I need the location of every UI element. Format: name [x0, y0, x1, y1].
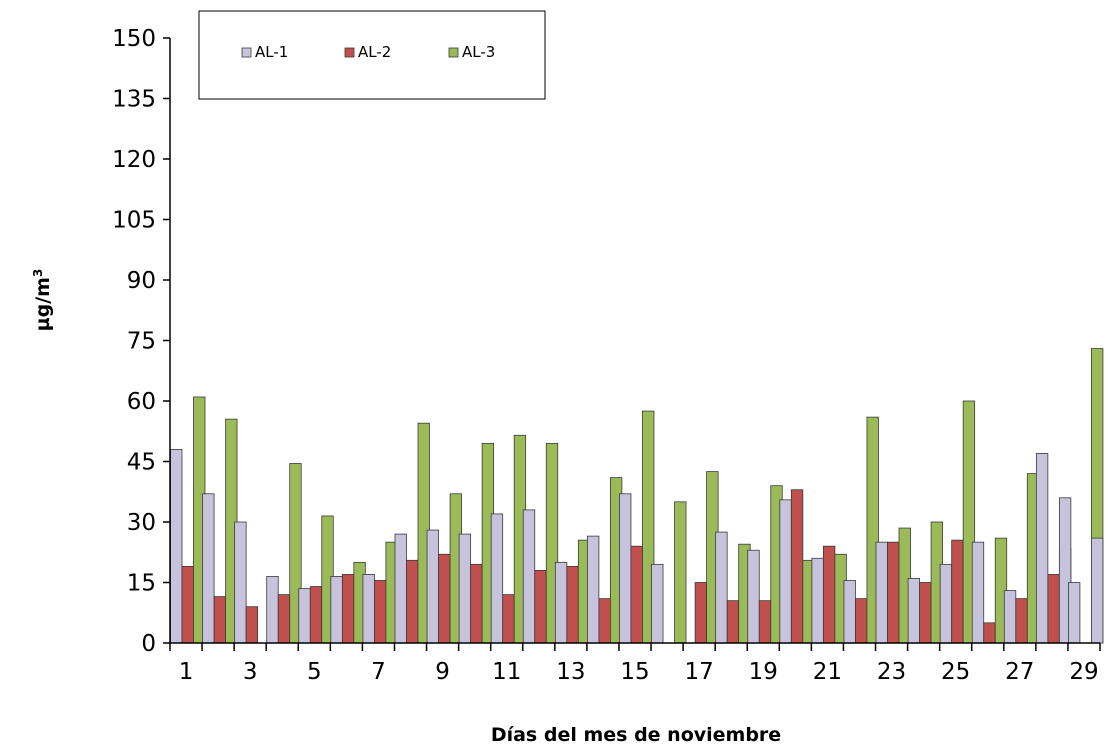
x-tick-label-15: 15	[620, 659, 649, 685]
bar-day-28-series-1	[1035, 453, 1049, 644]
bar-day-5-series-2	[309, 586, 323, 644]
bar-day-12-series-1	[522, 509, 536, 644]
x-tick-label-5: 5	[307, 659, 322, 685]
y-tick-label-15: 15	[127, 571, 156, 597]
legend-label-3: AL-3	[462, 43, 495, 61]
bar-day-24-series-2	[919, 582, 932, 644]
bar-day-29-series-1	[1068, 582, 1081, 644]
bar-day-21-series-2	[822, 545, 836, 644]
bar-day-24-series-1	[907, 578, 920, 644]
x-tick-label-17: 17	[684, 659, 713, 685]
bar-day-18-series-1	[715, 531, 728, 644]
bar-day-19-series-2	[758, 600, 772, 644]
bar-day-22-series-1	[843, 580, 856, 644]
bar-day-14-series-1	[586, 535, 600, 644]
bar-day-15-series-1	[619, 493, 632, 644]
bar-day-11-series-1	[490, 513, 504, 644]
x-tick-label-19: 19	[749, 659, 778, 685]
legend-label-1: AL-1	[255, 43, 288, 61]
legend-swatch-1	[241, 47, 252, 58]
y-tick-label-135: 135	[112, 87, 156, 113]
bar-day-17-series-2	[694, 582, 708, 644]
y-tick-label-30: 30	[127, 510, 156, 536]
bar-day-23-series-1	[875, 541, 888, 644]
y-tick-label-120: 120	[112, 147, 156, 173]
bar-day-5-series-1	[298, 588, 311, 644]
bar-day-27-series-1	[1003, 590, 1017, 644]
bar-day-1-series-2	[181, 565, 194, 644]
legend-box	[198, 10, 546, 100]
bar-day-23-series-2	[887, 541, 900, 644]
bar-day-1-series-1	[170, 448, 183, 644]
bar-day-14-series-2	[598, 598, 611, 644]
x-tick-label-1: 1	[179, 659, 194, 685]
legend-swatch-2	[344, 47, 355, 58]
bar-day-9-series-1	[426, 529, 439, 644]
x-tick-label-13: 13	[556, 659, 585, 685]
bar-day-9-series-2	[438, 553, 451, 644]
bar-day-7-series-1	[362, 574, 375, 644]
bar-day-11-series-2	[502, 594, 515, 644]
bar-day-20-series-1	[779, 499, 792, 644]
bar-day-3-series-1	[234, 521, 247, 644]
y-tick-label-60: 60	[127, 389, 156, 415]
bar-day-27-series-2	[1015, 598, 1028, 644]
y-axis-title: µg/m3	[31, 269, 54, 332]
legend-label-2: AL-2	[358, 43, 391, 61]
bar-day-16-series-3	[674, 501, 687, 644]
x-tick-label-25: 25	[941, 659, 970, 685]
bar-day-8-series-1	[394, 533, 407, 644]
bar-day-4-series-2	[277, 594, 291, 644]
y-axis-title-superscript: 3	[31, 269, 45, 277]
bar-day-16-series-1	[651, 563, 664, 644]
bar-day-22-series-2	[855, 598, 868, 644]
bar-day-20-series-2	[790, 489, 804, 644]
bar-day-10-series-1	[458, 533, 472, 644]
legend-swatch-3	[448, 47, 459, 58]
x-tick-label-21: 21	[813, 659, 842, 685]
x-tick-label-11: 11	[492, 659, 521, 685]
bar-day-2-series-1	[202, 493, 215, 644]
y-axis-title-base: µg/m	[32, 277, 54, 331]
bars-group	[170, 348, 1104, 644]
bar-day-4-series-1	[266, 576, 279, 644]
x-axis-title: Días del mes de noviembre	[491, 724, 781, 746]
bar-day-13-series-2	[566, 565, 579, 644]
bar-day-6-series-2	[341, 574, 355, 644]
y-tick-label-75: 75	[127, 329, 156, 355]
legend: AL-1 AL-2 AL-3	[198, 10, 546, 100]
x-tick-label-9: 9	[435, 659, 450, 685]
y-tick-label-105: 105	[112, 208, 156, 234]
bar-day-10-series-2	[470, 563, 483, 644]
y-tick-label-90: 90	[127, 268, 156, 294]
bar-day-8-series-2	[406, 559, 419, 644]
bar-day-26-series-1	[971, 541, 985, 644]
x-tick-label-7: 7	[371, 659, 386, 685]
bar-day-15-series-2	[630, 545, 643, 644]
bar-day-25-series-2	[951, 539, 964, 644]
bar-day-3-series-2	[245, 606, 259, 644]
x-tick-label-3: 3	[243, 659, 258, 685]
bar-day-6-series-1	[330, 576, 343, 644]
y-tick-label-0: 0	[141, 631, 156, 657]
bar-day-19-series-1	[747, 549, 760, 644]
x-tick-label-29: 29	[1069, 659, 1098, 685]
bar-day-26-series-2	[983, 622, 996, 644]
bar-day-12-series-2	[534, 570, 547, 644]
x-tick-label-27: 27	[1005, 659, 1034, 685]
y-tick-label-150: 150	[112, 26, 156, 52]
y-tick-label-45: 45	[127, 450, 156, 476]
bar-day-29-series-4	[1091, 537, 1104, 644]
x-tick-label-23: 23	[877, 659, 906, 685]
bar-day-21-series-1	[811, 557, 824, 644]
bar-day-7-series-2	[374, 580, 387, 644]
bar-day-13-series-1	[554, 561, 568, 644]
bar-day-25-series-1	[939, 563, 953, 644]
bar-day-28-series-2	[1047, 574, 1060, 644]
bar-day-18-series-2	[726, 600, 740, 644]
bar-day-2-series-2	[213, 596, 226, 644]
